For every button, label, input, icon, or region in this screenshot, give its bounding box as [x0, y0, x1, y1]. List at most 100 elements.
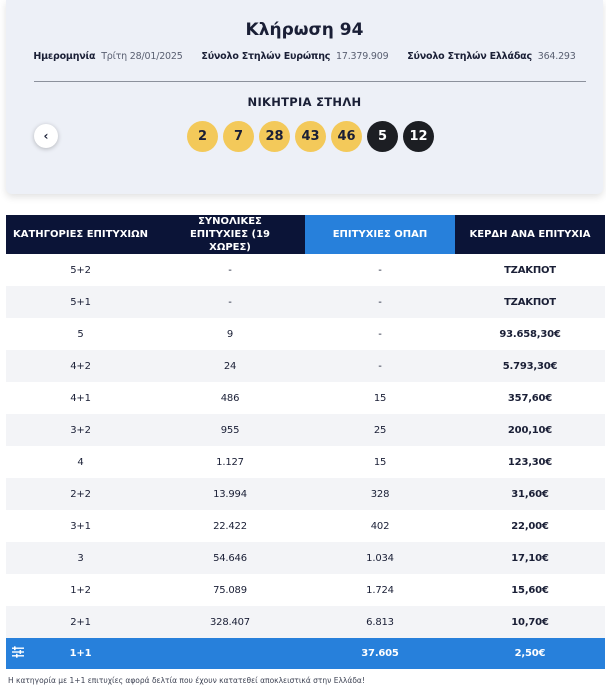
table-row: 3+1 22.422 402 22,00€	[6, 510, 605, 542]
prize-cell: 200,10€	[455, 414, 605, 446]
draw-date-value: Τρίτη 28/01/2025	[101, 51, 183, 62]
draw-meta: Ημερομηνία Τρίτη 28/01/2025 Σύνολο Στηλώ…	[6, 51, 603, 62]
total-winners-cell: 1.127	[155, 446, 305, 478]
table-row: 3+2 955 25 200,10€	[6, 414, 605, 446]
prize-cell: 2,50€	[455, 638, 605, 669]
europe-total: Σύνολο Στηλών Ευρώπης 17.379.909	[201, 51, 391, 62]
category-cell: 4	[6, 446, 155, 478]
prize-cell: ΤΖΑΚΠΟΤ	[455, 254, 605, 286]
chevron-left-icon: ‹	[43, 129, 49, 143]
table-row: 5+2- - ΤΖΑΚΠΟΤ	[6, 254, 605, 286]
draw-date-label: Ημερομηνία	[33, 51, 96, 62]
opap-winners-cell: 6.813	[305, 606, 455, 638]
prize-cell: 10,70€	[455, 606, 605, 638]
prize-cell: 123,30€	[455, 446, 605, 478]
opap-winners-cell: 15	[305, 382, 455, 414]
total-winners-cell: 54.646	[155, 542, 305, 574]
opap-winners-cell: 1.034	[305, 542, 455, 574]
opap-winners-cell: 328	[305, 478, 455, 510]
opap-winners-cell: 402	[305, 510, 455, 542]
main-number-ball: 28	[259, 121, 290, 152]
opap-winners-cell: 37.605	[305, 638, 455, 669]
draw-title: Κλήρωση 94	[245, 20, 364, 40]
category-cell: 2+2	[6, 478, 155, 510]
main-number-ball: 46	[331, 121, 362, 152]
table-row: 1+1 37.605 2,50€	[6, 638, 605, 669]
total-winners-cell: 955	[155, 414, 305, 446]
table-row: 1+2 75.089 1.724 15,60€	[6, 574, 605, 606]
prize-cell: ΤΖΑΚΠΟΤ	[455, 286, 605, 318]
main-number-ball: 2	[187, 121, 218, 152]
total-winners-cell: 486	[155, 382, 305, 414]
opap-winners-cell: 1.724	[305, 574, 455, 606]
opap-winners-cell: -	[305, 254, 455, 286]
table-row: 4+2 24-5.793,30€	[6, 350, 605, 382]
category-cell: 3	[6, 542, 155, 574]
europe-total-label: Σύνολο Στηλών Ευρώπης	[201, 51, 331, 62]
main-number-ball: 7	[223, 121, 254, 152]
category-cell: 5+1	[6, 286, 155, 318]
winning-line-title: ΝΙΚΗΤΡΙΑ ΣΤΗΛΗ	[247, 95, 362, 109]
opap-winners-cell: -	[305, 318, 455, 350]
header-categories: ΚΑΤΗΓΟΡΙΕΣ ΕΠΙΤΥΧΙΩΝ	[6, 215, 155, 254]
table-row: 3 54.646 1.034 17,10€	[6, 542, 605, 574]
euro-number-ball: 12	[403, 121, 434, 152]
opap-winners-cell: -	[305, 286, 455, 318]
results-body: 5+2- - ΤΖΑΚΠΟΤ 5+1- - ΤΖΑΚΠΟΤ 5 9-93.658,30€ 4+2…	[6, 254, 605, 669]
header-opap-winners: ΕΠΙΤΥΧΙΕΣ ΟΠΑΠ	[305, 215, 455, 254]
header-total-winners: ΣΥΝΟΛΙΚΕΣ ΕΠΙΤΥΧΙΕΣ (19 ΧΩΡΕΣ)	[155, 215, 305, 254]
table-header-row: ΚΑΤΗΓΟΡΙΕΣ ΕΠΙΤΥΧΙΩΝ ΣΥΝΟΛΙΚΕΣ ΕΠΙΤΥΧΙΕΣ…	[6, 215, 605, 254]
total-winners-cell: -	[155, 286, 305, 318]
main-number-ball: 43	[295, 121, 326, 152]
prize-cell: 93.658,30€	[455, 318, 605, 350]
table-row: 2+2 13.994 328 31,60€	[6, 478, 605, 510]
prize-cell: 15,60€	[455, 574, 605, 606]
prize-cell: 357,60€	[455, 382, 605, 414]
opap-winners-cell: 15	[305, 446, 455, 478]
europe-total-value: 17.379.909	[336, 51, 389, 62]
draw-card: Κλήρωση 94 Ημερομηνία Τρίτη 28/01/2025 Σ…	[6, 0, 603, 194]
greece-total: Σύνολο Στηλών Ελλάδας 364.293	[407, 51, 576, 62]
category-cell: 5+2	[6, 254, 155, 286]
category-cell: 1+2	[6, 574, 155, 606]
prize-cell: 5.793,30€	[455, 350, 605, 382]
total-winners-cell: -	[155, 254, 305, 286]
total-winners-cell	[155, 638, 305, 669]
category-cell: 3+2	[6, 414, 155, 446]
category-label: 1+1	[69, 648, 92, 659]
opap-winners-cell: 25	[305, 414, 455, 446]
table-row: 2+1 328.407 6.813 10,70€	[6, 606, 605, 638]
prize-cell: 17,10€	[455, 542, 605, 574]
category-cell: 4+1	[6, 382, 155, 414]
prize-cell: 22,00€	[455, 510, 605, 542]
category-cell: 5	[6, 318, 155, 350]
category-cell: 1+1	[6, 638, 155, 669]
header-prize-per-winner: ΚΕΡΔΗ ΑΝΑ ΕΠΙΤΥΧΙΑ	[455, 215, 605, 254]
total-winners-cell: 328.407	[155, 606, 305, 638]
table-row: 4+1 486 15 357,60€	[6, 382, 605, 414]
header-total-winners-label: ΣΥΝΟΛΙΚΕΣ ΕΠΙΤΥΧΙΕΣ (19 ΧΩΡΕΣ)	[189, 216, 271, 253]
category-cell: 4+2	[6, 350, 155, 382]
list-filter-icon	[12, 646, 24, 658]
total-winners-cell: 13.994	[155, 478, 305, 510]
results-table: ΚΑΤΗΓΟΡΙΕΣ ΕΠΙΤΥΧΙΩΝ ΣΥΝΟΛΙΚΕΣ ΕΠΙΤΥΧΙΕΣ…	[6, 215, 605, 669]
total-winners-cell: 9	[155, 318, 305, 350]
footnote: Η κατηγορία με 1+1 επιτυχίες αφορά δελτί…	[8, 676, 365, 685]
previous-draw-button[interactable]: ‹	[34, 124, 58, 148]
table-row: 5+1- - ΤΖΑΚΠΟΤ	[6, 286, 605, 318]
total-winners-cell: 24	[155, 350, 305, 382]
draw-date: Ημερομηνία Τρίτη 28/01/2025	[33, 51, 185, 62]
greece-total-value: 364.293	[537, 51, 576, 62]
table-row: 5 9-93.658,30€	[6, 318, 605, 350]
category-cell: 2+1	[6, 606, 155, 638]
total-winners-cell: 75.089	[155, 574, 305, 606]
category-cell: 3+1	[6, 510, 155, 542]
opap-winners-cell: -	[305, 350, 455, 382]
winning-numbers: 2 7 28 43 46 5 12	[187, 121, 434, 152]
divider	[34, 81, 586, 82]
euro-number-ball: 5	[367, 121, 398, 152]
total-winners-cell: 22.422	[155, 510, 305, 542]
prize-cell: 31,60€	[455, 478, 605, 510]
table-row: 4 1.127 15 123,30€	[6, 446, 605, 478]
greece-total-label: Σύνολο Στηλών Ελλάδας	[407, 51, 532, 62]
